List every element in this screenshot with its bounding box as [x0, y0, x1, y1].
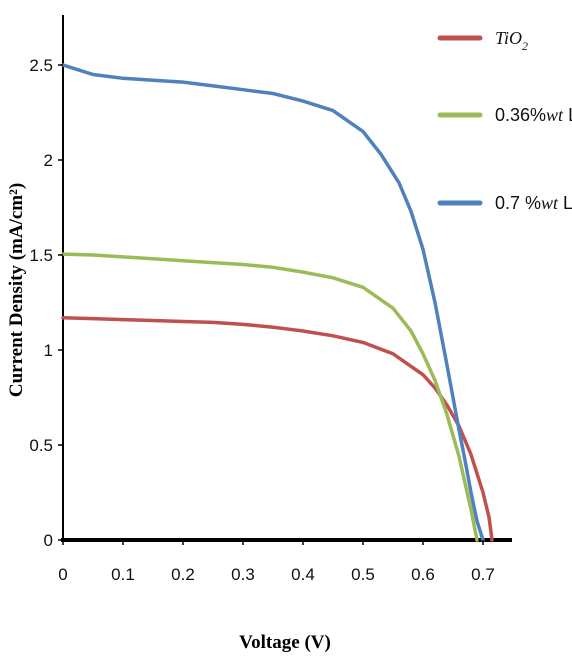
legend-label-part: wt — [541, 193, 559, 213]
x-tick-label: 0.4 — [291, 565, 315, 584]
legend-label-0: TiO2 — [495, 28, 528, 53]
legend-label-2: 0.7 %wt Li — [495, 193, 572, 213]
y-tick-label: 2.5 — [29, 56, 53, 75]
x-tick-label: 0.7 — [471, 565, 495, 584]
series-line-0 — [61, 315, 494, 542]
y-tick-label: 1.5 — [29, 246, 53, 265]
x-tick-label: 0.6 — [411, 565, 435, 584]
legend-label-subscript: 2 — [522, 39, 528, 53]
x-tick-label: 0.3 — [231, 565, 255, 584]
series-line-1 — [61, 252, 479, 542]
y-tick-label: 2 — [44, 151, 53, 170]
axes — [61, 15, 512, 542]
y-tick-label: 0 — [44, 531, 53, 550]
series-curves — [61, 63, 494, 542]
y-axis-label: Current Density (mA/cm²) — [6, 183, 27, 397]
y-tick-label: 0.5 — [29, 436, 53, 455]
legend-label-part: TiO — [495, 28, 522, 48]
x-tick-label: 0.2 — [171, 565, 195, 584]
tick-labels: 0 0.5 1 1.5 2 2.5 0 0.1 0.2 0.3 0.4 0.5 0.6 0.7 — [29, 56, 494, 584]
legend-label-part: 0.7 % — [495, 193, 541, 213]
x-tick-label: 0.1 — [111, 565, 135, 584]
x-tick-label: 0 — [58, 565, 67, 584]
y-tick-label: 1 — [44, 341, 53, 360]
legend-label-part: wt — [546, 105, 564, 125]
x-tick-label: 0.5 — [351, 565, 375, 584]
x-axis-label: Voltage (V) — [239, 632, 331, 653]
legend-label-1: 0.36%wt Li — [495, 105, 572, 125]
legend-label-part: Li — [558, 193, 572, 213]
legend-label-part: 0.36% — [495, 105, 546, 125]
legend-label-part: Li — [563, 105, 572, 125]
series-line-2 — [61, 63, 485, 542]
